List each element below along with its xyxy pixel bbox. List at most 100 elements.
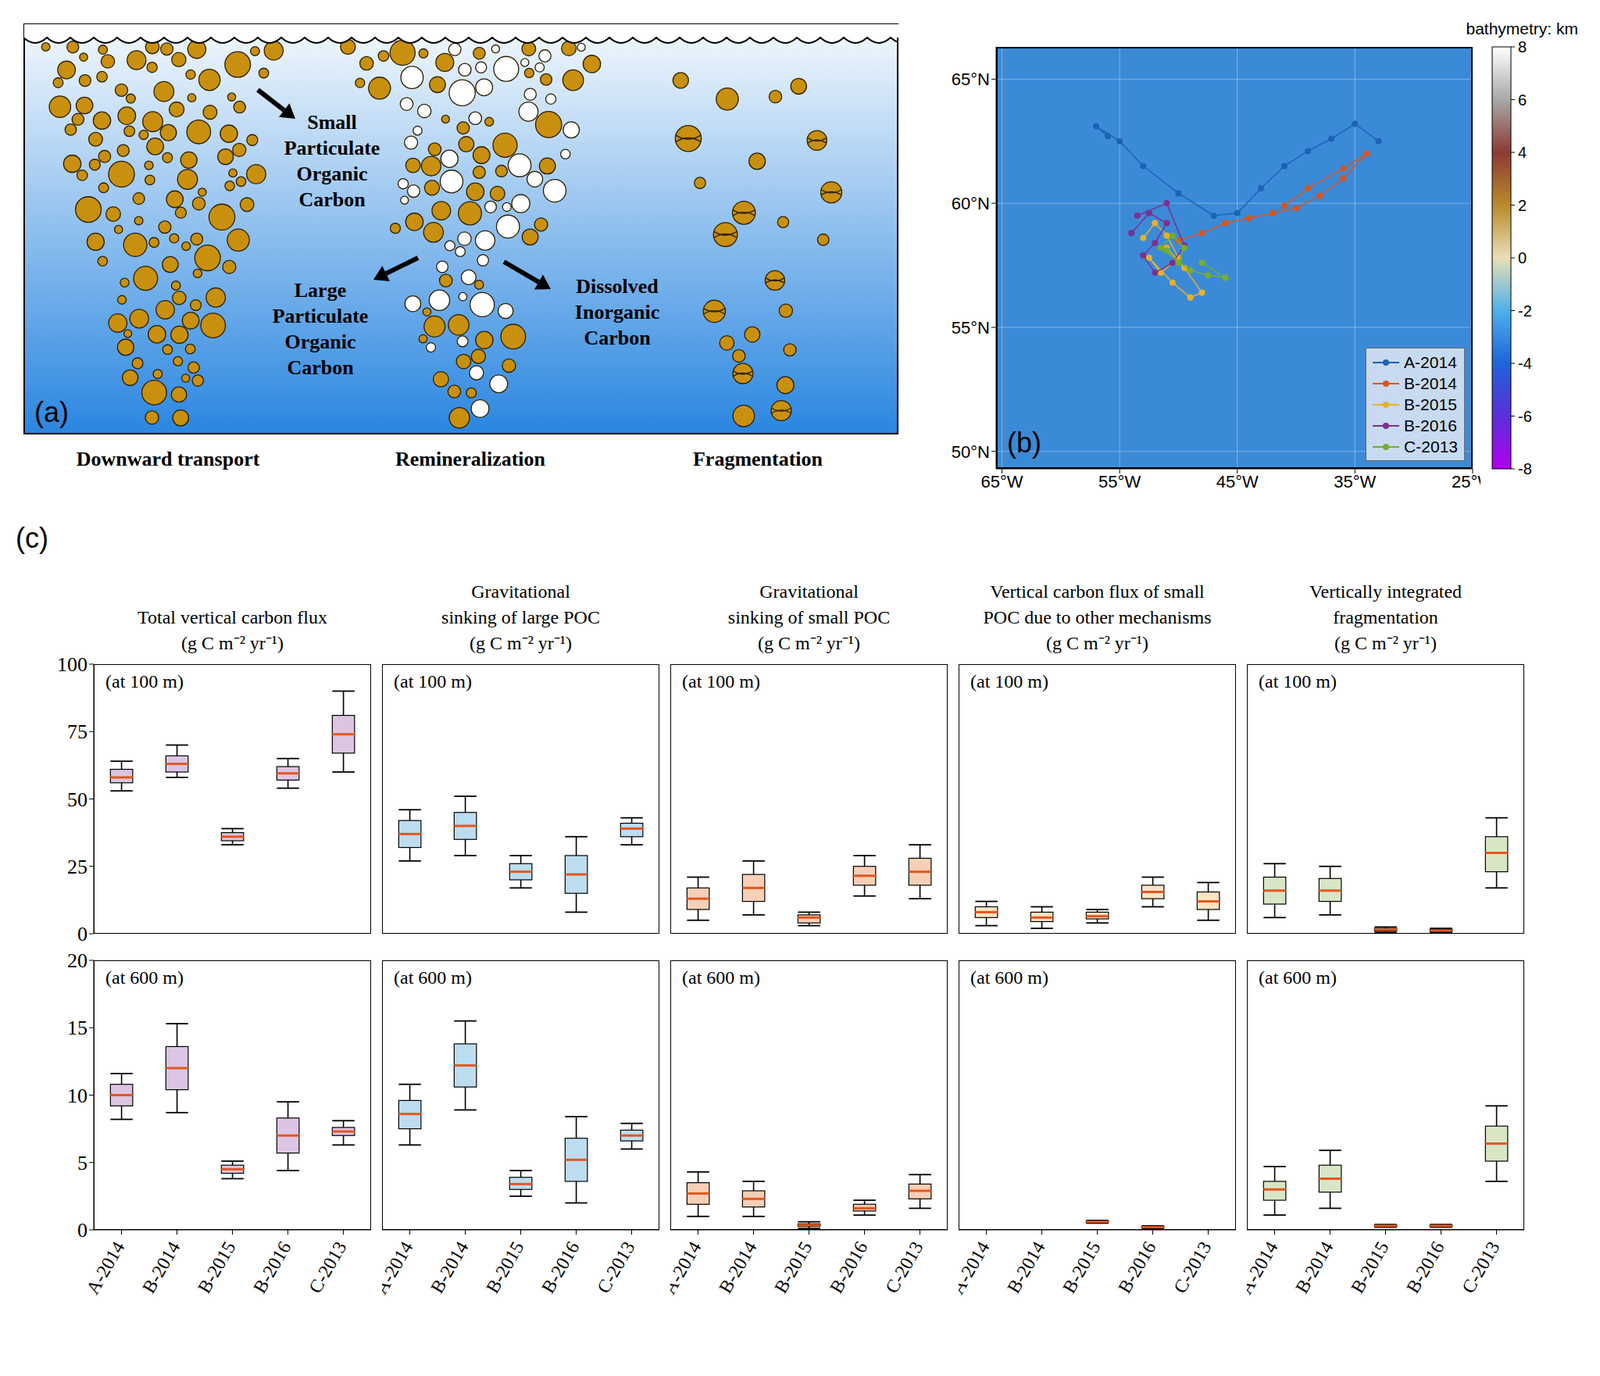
html-text:B-2014: B-2014 xyxy=(1403,373,1457,392)
svg-text:-8: -8 xyxy=(1517,460,1533,478)
svg-text:Particulate: Particulate xyxy=(284,136,381,160)
svg-text:B-2016: B-2016 xyxy=(1114,1237,1161,1297)
svg-text:C-2013: C-2013 xyxy=(1457,1237,1504,1297)
html-text:sinking of small POC: sinking of small POC xyxy=(727,607,890,628)
svg-text:B-2016: B-2016 xyxy=(825,1237,872,1297)
svg-text:Organic: Organic xyxy=(296,162,368,186)
html-text:A-2014: A-2014 xyxy=(1403,352,1457,371)
svg-text:C-2013: C-2013 xyxy=(1169,1237,1216,1297)
html-text:(g C m⁻² yr⁻¹): (g C m⁻² yr⁻¹) xyxy=(1334,632,1437,654)
svg-text:Downward transport: Downward transport xyxy=(76,447,261,471)
html-text:Vertically integrated: Vertically integrated xyxy=(1309,581,1462,602)
svg-text:B-2015: B-2015 xyxy=(193,1237,240,1297)
svg-text:15: 15 xyxy=(67,1016,88,1040)
svg-text:B-2015: B-2015 xyxy=(1346,1237,1393,1297)
svg-text:50: 50 xyxy=(67,788,88,811)
svg-text:55°W: 55°W xyxy=(1098,471,1141,492)
html-text:(at 600 m): (at 600 m) xyxy=(682,967,761,988)
svg-text:A-2014: A-2014 xyxy=(1246,1237,1283,1298)
svg-text:25°W: 25°W xyxy=(1451,471,1481,492)
svg-text:Particulate: Particulate xyxy=(272,304,369,328)
html-text:(at 100 m): (at 100 m) xyxy=(970,671,1049,692)
svg-text:Small: Small xyxy=(307,110,358,134)
html-text:B-2016: B-2016 xyxy=(1403,416,1457,434)
svg-text:C-2013: C-2013 xyxy=(304,1237,351,1297)
svg-text:A-2014: A-2014 xyxy=(82,1237,129,1298)
svg-text:C-2013: C-2013 xyxy=(881,1237,928,1297)
svg-text:B-2014: B-2014 xyxy=(714,1237,761,1297)
html-text:Gravitational: Gravitational xyxy=(759,581,859,602)
svg-text:Carbon: Carbon xyxy=(286,356,354,379)
svg-text:0: 0 xyxy=(77,1218,88,1242)
svg-text:Remineralization: Remineralization xyxy=(395,447,547,471)
svg-text:-4: -4 xyxy=(1517,354,1533,372)
svg-text:A-2014: A-2014 xyxy=(958,1237,994,1298)
svg-text:B-2015: B-2015 xyxy=(1058,1237,1105,1297)
svg-text:B-2016: B-2016 xyxy=(1402,1237,1449,1297)
html-text:Vertical carbon flux of small: Vertical carbon flux of small xyxy=(990,581,1205,602)
svg-text:60°N: 60°N xyxy=(951,193,990,214)
svg-text:B-2016: B-2016 xyxy=(249,1237,296,1297)
svg-text:Organic: Organic xyxy=(285,330,357,354)
html-text:Gravitational: Gravitational xyxy=(471,581,571,602)
html-text:(c): (c) xyxy=(15,521,49,554)
html-text:(at 100 m): (at 100 m) xyxy=(1258,671,1337,692)
svg-text:Large: Large xyxy=(294,278,347,302)
svg-text:Inorganic: Inorganic xyxy=(575,300,660,324)
svg-text:2: 2 xyxy=(1517,196,1527,215)
html-text:(b): (b) xyxy=(1007,426,1042,459)
html-text:POC due to other mechanisms: POC due to other mechanisms xyxy=(983,607,1212,628)
svg-text:0: 0 xyxy=(1517,249,1527,267)
svg-text:B-2014: B-2014 xyxy=(138,1237,185,1297)
html-text:(at 600 m): (at 600 m) xyxy=(393,967,472,988)
svg-text:8: 8 xyxy=(1517,38,1527,56)
html-text:(at 600 m): (at 600 m) xyxy=(970,967,1049,988)
svg-text:50°N: 50°N xyxy=(951,442,990,462)
svg-text:Fragmentation: Fragmentation xyxy=(692,447,824,471)
html-text:(g C m⁻² yr⁻¹): (g C m⁻² yr⁻¹) xyxy=(757,632,861,654)
html-text:fragmentation: fragmentation xyxy=(1332,607,1439,628)
html-text:(at 100 m): (at 100 m) xyxy=(393,671,472,692)
svg-text:45°W: 45°W xyxy=(1216,471,1259,492)
html-text:(at 600 m): (at 600 m) xyxy=(1258,967,1337,988)
svg-text:B-2015: B-2015 xyxy=(482,1237,529,1297)
svg-text:B-2014: B-2014 xyxy=(1003,1237,1050,1297)
svg-text:B-2015: B-2015 xyxy=(770,1237,817,1297)
svg-text:Carbon: Carbon xyxy=(583,326,651,350)
svg-text:65°W: 65°W xyxy=(981,471,1024,492)
svg-text:B-2014: B-2014 xyxy=(426,1237,473,1297)
svg-text:65°N: 65°N xyxy=(951,69,990,90)
svg-text:75: 75 xyxy=(67,720,88,743)
svg-text:25: 25 xyxy=(67,855,88,879)
svg-text:100: 100 xyxy=(57,653,88,676)
html-text:(g C m⁻² yr⁻¹): (g C m⁻² yr⁻¹) xyxy=(1046,632,1149,654)
svg-text:6: 6 xyxy=(1517,91,1527,109)
html-text:(g C m⁻² yr⁻¹): (g C m⁻² yr⁻¹) xyxy=(469,632,572,654)
html-text:B-2015: B-2015 xyxy=(1403,394,1457,413)
html-text:(at 600 m): (at 600 m) xyxy=(105,967,184,988)
html-text:Total vertical carbon flux: Total vertical carbon flux xyxy=(137,607,328,628)
svg-text:55°N: 55°N xyxy=(951,317,990,338)
html-text:C-2013: C-2013 xyxy=(1403,437,1458,456)
svg-text:A-2014: A-2014 xyxy=(670,1237,706,1298)
svg-text:B-2016: B-2016 xyxy=(537,1237,584,1297)
svg-text:A-2014: A-2014 xyxy=(382,1237,418,1298)
svg-text:0: 0 xyxy=(77,922,88,945)
svg-text:Carbon: Carbon xyxy=(298,188,366,211)
svg-text:-6: -6 xyxy=(1517,407,1533,425)
html-text:(at 100 m): (at 100 m) xyxy=(682,671,761,692)
html-text:sinking of large POC: sinking of large POC xyxy=(441,607,600,628)
svg-text:bathymetry: km: bathymetry: km xyxy=(1465,19,1579,38)
html-text:(at 100 m): (at 100 m) xyxy=(105,671,184,692)
svg-text:(a): (a) xyxy=(34,396,69,429)
svg-text:Dissolved: Dissolved xyxy=(575,275,659,298)
svg-text:10: 10 xyxy=(67,1084,88,1108)
svg-text:-2: -2 xyxy=(1517,302,1533,320)
svg-text:20: 20 xyxy=(67,949,88,972)
svg-text:35°W: 35°W xyxy=(1333,471,1376,492)
svg-text:B-2014: B-2014 xyxy=(1291,1237,1338,1297)
svg-text:C-2013: C-2013 xyxy=(592,1237,640,1297)
svg-text:5: 5 xyxy=(77,1151,88,1175)
svg-text:4: 4 xyxy=(1517,143,1527,161)
html-text:(g C m⁻² yr⁻¹): (g C m⁻² yr⁻¹) xyxy=(181,632,284,654)
